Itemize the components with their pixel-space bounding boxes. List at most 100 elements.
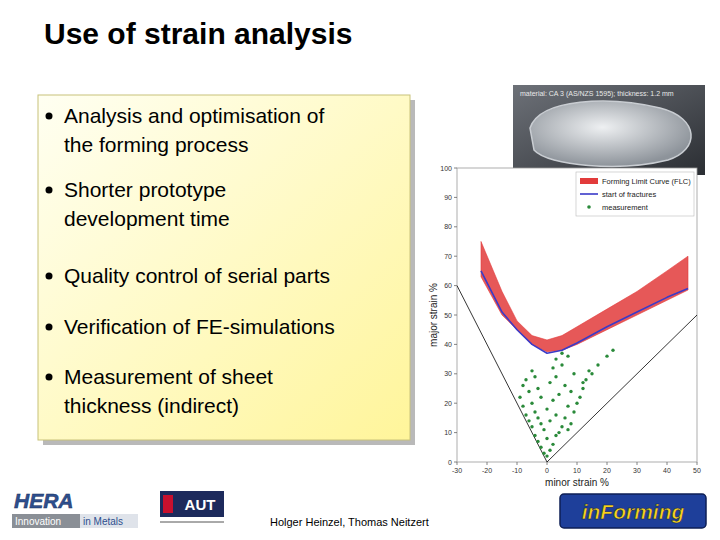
slide-title: Use of strain analysis	[44, 17, 352, 50]
measurement-point	[590, 372, 593, 375]
measurement-point	[596, 363, 599, 366]
measurement-point	[557, 393, 560, 396]
measurement-point	[560, 352, 563, 355]
measurement-point	[521, 384, 524, 387]
y-tick	[454, 197, 457, 198]
y-tick	[454, 315, 457, 316]
y-tick-label: 30	[444, 370, 452, 377]
x-tick	[607, 462, 608, 465]
bullet-dot	[46, 113, 53, 120]
measurement-point	[554, 357, 557, 360]
measurement-point	[533, 410, 536, 413]
measurement-point	[530, 425, 533, 428]
bullet-text: development time	[64, 207, 230, 230]
measurement-point	[542, 428, 545, 431]
measurement-point	[524, 378, 527, 381]
bullet-text: the forming process	[64, 133, 248, 156]
footer-text: Holger Heinzel, Thomas Neitzert	[270, 516, 429, 528]
x-tick-label: 10	[573, 467, 581, 474]
measurement-point	[536, 387, 539, 390]
measurement-point	[554, 375, 557, 378]
bullet-dot	[46, 324, 53, 331]
logo-aut-text: AUT	[185, 496, 216, 513]
bullet-text: Analysis and optimisation of	[64, 104, 324, 127]
legend-swatch	[587, 205, 591, 209]
logo-hera: HERA	[14, 489, 74, 512]
x-tick-label: 0	[545, 467, 549, 474]
photo-caption: material: CA 3 (AS/NZS 1595); thickness:…	[520, 90, 674, 98]
y-tick-label: 50	[444, 312, 452, 319]
measurement-point	[524, 413, 527, 416]
logo-aut	[160, 491, 224, 517]
x-tick	[487, 462, 488, 465]
measurement-point	[521, 404, 524, 407]
flc-band	[481, 242, 688, 352]
x-axis-label: minor strain %	[545, 477, 609, 488]
measurement-point	[548, 449, 551, 452]
measurement-point	[551, 366, 554, 369]
bullet-text: Quality control of serial parts	[64, 264, 330, 287]
measurement-point	[569, 422, 572, 425]
measurement-point	[605, 354, 608, 357]
measurement-point	[554, 434, 557, 437]
measurement-point	[572, 410, 575, 413]
y-tick-label: 60	[444, 282, 452, 289]
measurement-point	[557, 431, 560, 434]
y-tick	[454, 344, 457, 345]
logo-band	[80, 514, 138, 528]
fracture-line	[481, 271, 688, 353]
y-tick	[454, 462, 457, 463]
logo-text: Innovation	[15, 516, 61, 527]
legend-swatch	[580, 178, 598, 184]
measurement-point	[542, 451, 545, 454]
measurement-point	[545, 437, 548, 440]
logo-aut-rule	[160, 522, 224, 523]
y-tick-label: 0	[448, 459, 452, 466]
measurement-point	[548, 381, 551, 384]
measurement-point	[527, 390, 530, 393]
x-tick-label: 40	[663, 467, 671, 474]
slide: Use of strain analysis Analysis and optim…	[0, 0, 720, 540]
measurement-point	[539, 396, 542, 399]
bullet-text: Measurement of sheet	[64, 365, 273, 388]
measurement-point	[539, 446, 542, 449]
measurement-point	[572, 372, 575, 375]
measurement-point	[578, 396, 581, 399]
y-tick	[454, 168, 457, 169]
plot-frame	[457, 168, 697, 462]
measurement-point	[563, 416, 566, 419]
measurement-point	[581, 387, 584, 390]
legend-text: measurement	[602, 203, 649, 212]
logo-text: in Metals	[83, 516, 123, 527]
logo-informing	[560, 494, 706, 528]
measurement-point	[527, 419, 530, 422]
photo	[513, 85, 705, 175]
measurement-point	[533, 375, 536, 378]
plot-area	[457, 242, 697, 463]
x-tick-label: 20	[603, 467, 611, 474]
measurement-point	[575, 402, 578, 405]
legend-swatch	[580, 193, 598, 195]
bullet-text: Shorter prototype	[64, 178, 226, 201]
y-tick	[454, 285, 457, 286]
measurement-point	[563, 384, 566, 387]
measurement-point	[548, 419, 551, 422]
legend-box	[576, 172, 694, 216]
x-tick-label: 50	[693, 467, 701, 474]
measurement-point	[611, 349, 614, 352]
measurement-point	[554, 413, 557, 416]
measurement-point	[539, 422, 542, 425]
measurement-point	[533, 434, 536, 437]
measurement-point	[530, 369, 533, 372]
measurement-point	[560, 425, 563, 428]
legend-text: Forming Limit Curve (FLC)	[602, 177, 691, 186]
measurement-point	[560, 363, 563, 366]
y-tick-label: 80	[444, 223, 452, 230]
y-tick-label: 20	[444, 400, 452, 407]
y-tick	[454, 256, 457, 257]
measurement-point	[551, 443, 554, 446]
y-tick-label: 10	[444, 429, 452, 436]
measurement-point	[530, 402, 533, 405]
y-tick-label: 90	[444, 194, 452, 201]
x-tick	[577, 462, 578, 465]
